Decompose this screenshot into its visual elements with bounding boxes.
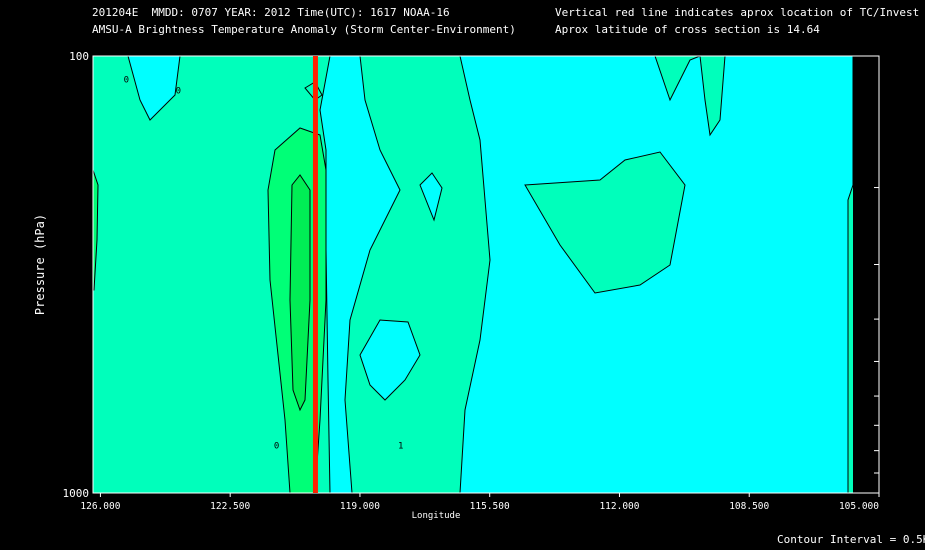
x-tick-label: 108.500 (729, 501, 769, 512)
header-title-left: 201204E MMDD: 0707 YEAR: 2012 Time(UTC):… (92, 6, 450, 19)
contour-label: 0 (176, 87, 181, 97)
header-latitude-note: Aprox latitude of cross section is 14.64 (555, 23, 820, 36)
x-tick-label: 112.000 (599, 501, 639, 512)
x-tick-label: 115.500 (470, 501, 510, 512)
contour-region-pocket-lower (359, 319, 421, 401)
tc-location-line-group (312, 56, 318, 493)
contour-label: 0 (865, 330, 870, 340)
x-tick-label: 126.000 (80, 501, 120, 512)
axis-labels: 126.000 122.500 119.000 115.500 112.000 108.5… (33, 50, 879, 521)
header-note-right: Vertical red line indicates aprox locati… (555, 6, 920, 19)
contour-label-group: 0 1 0 0 0 (124, 76, 871, 452)
axis-ticks (99, 187, 880, 497)
contour-region-east-blob (524, 151, 686, 294)
tc-location-line (312, 56, 318, 493)
contour-region-pocket-upper (419, 172, 443, 222)
contour-label: 0 (274, 441, 279, 451)
contour-label: 1 (398, 441, 403, 451)
header-subtitle-left: AMSU-A Brightness Temperature Anomaly (S… (92, 23, 516, 36)
y-tick-label: 100 (69, 50, 89, 63)
x-tick-label: 119.000 (340, 501, 380, 512)
x-tick-label: 122.500 (210, 501, 250, 512)
plot-frame (92, 55, 880, 494)
x-axis-title: Longitude (412, 511, 461, 521)
contour-interval-note: Contour Interval = 0.5K (777, 533, 925, 546)
y-tick-label: 1000 (63, 487, 90, 500)
missing-data-strip (853, 56, 879, 493)
contour-label: 0 (124, 76, 129, 86)
y-axis-title: Pressure (hPa) (33, 214, 47, 315)
contour-region-warm-inner (289, 174, 311, 412)
x-tick-label: 105.000 (839, 501, 879, 512)
